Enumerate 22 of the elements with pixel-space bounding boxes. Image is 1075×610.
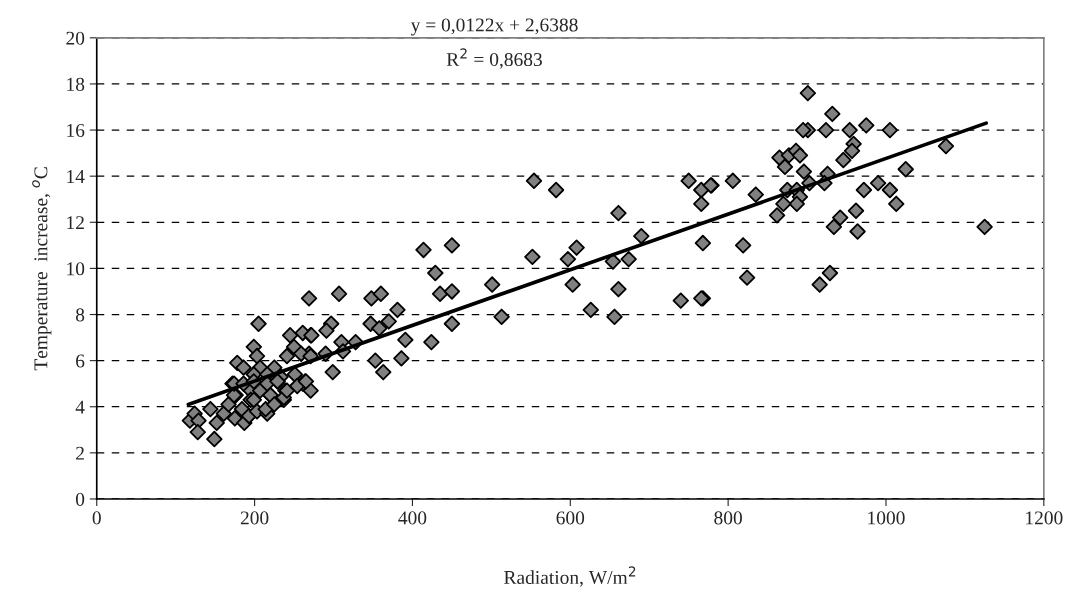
y-tick-label: 20: [66, 31, 85, 45]
y-tick-label: 8: [75, 308, 85, 322]
text: y = 0,0122x + 2,6388: [410, 18, 578, 36]
x-tick-label: 800: [714, 511, 742, 525]
y-tick-label: 10: [67, 262, 85, 276]
annotation: R$^{2}$ = 0,8683: [446, 48, 542, 69]
x-tick-label: 0: [92, 511, 101, 525]
x-tick-label: 600: [556, 511, 585, 525]
x-tick-label: 200: [240, 511, 269, 525]
y-tick-label: 6: [76, 354, 85, 368]
x-tick-label: 400: [398, 511, 427, 525]
y-tick-label: 14: [67, 170, 85, 183]
x-tick-label: 1000: [868, 511, 905, 525]
y-tick-label: 12: [67, 216, 84, 230]
y-tick-label: 4: [75, 400, 85, 414]
y-tick-label: 18: [67, 77, 85, 91]
x-axis-title: Radiation, W/m$^{2}$: [504, 566, 636, 587]
y-tick-label: 16: [67, 123, 85, 137]
y-tick-label: 0: [75, 492, 85, 506]
y-tick-label: 2: [76, 446, 84, 460]
x-tick-label: 1200: [1026, 511, 1063, 525]
y-axis-title: Temperature increase, $^{o}$C: [32, 167, 52, 371]
